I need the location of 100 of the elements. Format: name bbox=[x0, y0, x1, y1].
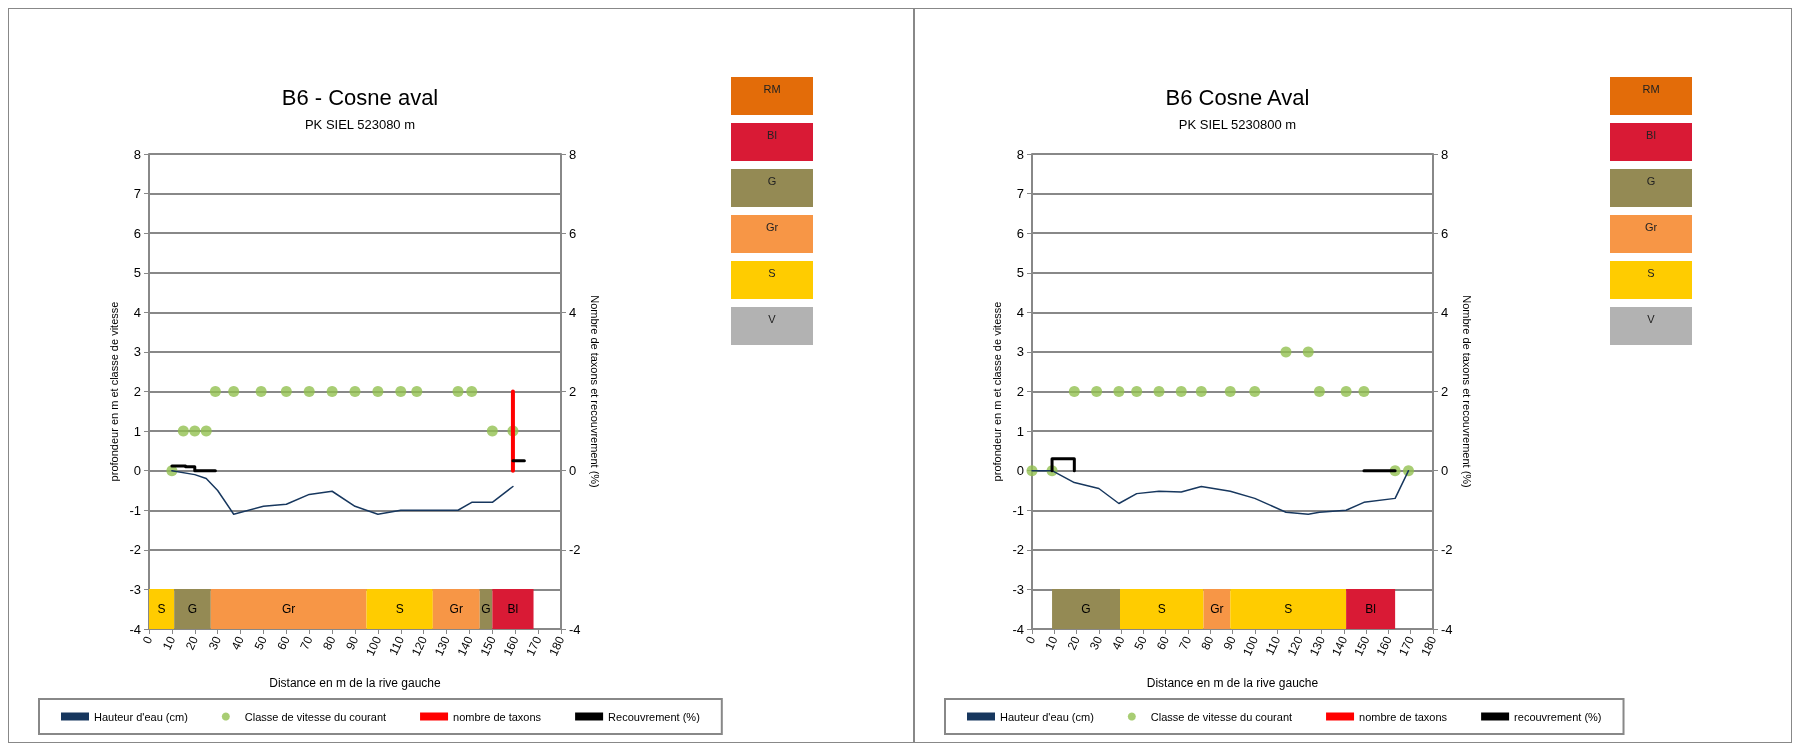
x-tick-label: 40 bbox=[228, 633, 248, 653]
y-tick-label: 8 bbox=[1016, 146, 1024, 162]
y-tick-label: 3 bbox=[1016, 344, 1024, 360]
bar bbox=[432, 589, 480, 630]
text: G bbox=[766, 175, 778, 187]
point bbox=[1131, 386, 1143, 397]
bar bbox=[492, 589, 534, 630]
x-tick-label: 50 bbox=[251, 633, 270, 653]
x-tick-label: 150 bbox=[1351, 633, 1373, 659]
y-tick-label: 8 bbox=[133, 146, 141, 162]
x-tick-label: 150 bbox=[477, 633, 499, 659]
point bbox=[1224, 386, 1236, 397]
point bbox=[1153, 386, 1165, 397]
y2-tick-label: 8 bbox=[1441, 146, 1449, 162]
bar bbox=[1052, 589, 1120, 630]
point bbox=[1091, 386, 1103, 397]
point bbox=[1358, 386, 1370, 397]
x-tick-label: 140 bbox=[1329, 633, 1351, 659]
point bbox=[177, 425, 189, 437]
point bbox=[1195, 386, 1207, 397]
x-tick-label: 100 bbox=[363, 633, 385, 659]
x-tick-label: 40 bbox=[1109, 633, 1128, 653]
x-tick-label: 90 bbox=[343, 633, 362, 653]
x-tick-label: 110 bbox=[1262, 633, 1284, 658]
x-tick-label: 130 bbox=[431, 633, 454, 659]
bar bbox=[1120, 589, 1204, 630]
y2-axis-title: Nombre de taxons et recouvrement (%) bbox=[1460, 295, 1473, 488]
y2-tick-label: -2 bbox=[569, 542, 581, 558]
x-tick-label: 160 bbox=[1373, 633, 1395, 659]
x-tick-label: 90 bbox=[1220, 633, 1239, 653]
y-tick-label: 5 bbox=[133, 265, 141, 281]
series-label: Bl bbox=[507, 602, 519, 617]
y-tick-label: 3 bbox=[133, 344, 141, 360]
legend-label: recouvrement (%) bbox=[1514, 710, 1602, 723]
x-tick-label: 20 bbox=[182, 633, 202, 653]
text: V bbox=[1646, 313, 1656, 325]
x-tick-label: 110 bbox=[386, 633, 408, 658]
point bbox=[395, 386, 407, 397]
y-tick-label: 1 bbox=[133, 423, 141, 439]
point bbox=[411, 386, 423, 397]
point bbox=[1340, 386, 1352, 397]
y-tick-label: -4 bbox=[1012, 621, 1024, 637]
y-axis-title: profondeur en m et classe de vitesse bbox=[107, 301, 120, 482]
x-tick-label: 10 bbox=[159, 633, 179, 653]
series-label: Gr bbox=[1210, 602, 1224, 617]
point bbox=[189, 425, 201, 437]
x-tick-label: 80 bbox=[320, 633, 339, 653]
chart-subtitle: PK SIEL 523080 m bbox=[304, 117, 416, 132]
y-tick-label: -3 bbox=[129, 581, 141, 597]
point bbox=[1249, 386, 1261, 397]
x-tick-label: 140 bbox=[454, 633, 476, 659]
y-tick-label: 2 bbox=[133, 384, 141, 399]
point bbox=[1068, 386, 1080, 397]
x-tick-label: 10 bbox=[1042, 633, 1061, 653]
series-label: Bl bbox=[1365, 602, 1376, 617]
point bbox=[280, 386, 292, 397]
y2-tick-label: -4 bbox=[569, 621, 581, 637]
chart-subtitle: PK SIEL 5230800 m bbox=[1178, 117, 1297, 132]
point bbox=[209, 386, 221, 397]
text: Bl bbox=[1645, 129, 1657, 141]
point bbox=[1280, 346, 1292, 358]
x-axis-title: Distance en m de la rive gauche bbox=[1146, 676, 1319, 690]
point bbox=[1313, 386, 1325, 397]
legend-label: Hauteur d'eau (cm) bbox=[1000, 710, 1094, 723]
x-tick-label: 70 bbox=[297, 633, 316, 653]
text: RM bbox=[1641, 83, 1661, 95]
text: V bbox=[767, 313, 777, 325]
legend-label: Hauteur d'eau (cm) bbox=[94, 710, 188, 723]
bar bbox=[149, 589, 175, 630]
point bbox=[200, 425, 212, 437]
y2-tick-label: -2 bbox=[1441, 542, 1453, 558]
x-tick-label: 20 bbox=[1064, 633, 1084, 653]
y-tick-label: -2 bbox=[1012, 542, 1024, 558]
point bbox=[326, 386, 338, 397]
legend-label: Classe de vitesse du courant bbox=[244, 710, 387, 723]
y2-tick-label: 8 bbox=[569, 146, 577, 162]
text: S bbox=[767, 267, 777, 279]
text: S bbox=[1646, 267, 1656, 279]
x-tick-label: 80 bbox=[1198, 633, 1217, 653]
point bbox=[372, 386, 384, 397]
x-tick-label: 30 bbox=[1086, 633, 1106, 653]
text: Gr bbox=[764, 221, 780, 233]
y2-tick-label: 6 bbox=[1441, 225, 1449, 241]
x-tick-label: 60 bbox=[1153, 633, 1173, 653]
text: RM bbox=[762, 83, 782, 95]
y-tick-label: -1 bbox=[129, 502, 141, 518]
y-tick-label: -4 bbox=[129, 621, 141, 637]
point bbox=[486, 425, 498, 437]
x-tick-label: 50 bbox=[1131, 633, 1150, 653]
series-label: S bbox=[1157, 602, 1166, 617]
y2-tick-label: 0 bbox=[1441, 463, 1449, 479]
y2-tick-label: 2 bbox=[1441, 384, 1449, 399]
point bbox=[1302, 346, 1314, 358]
y-tick-label: 7 bbox=[1016, 186, 1024, 202]
chart-title: B6 Cosne Aval bbox=[1165, 84, 1310, 110]
x-tick-label: 30 bbox=[205, 633, 225, 653]
y-tick-label: 1 bbox=[1016, 423, 1024, 439]
x-tick-label: 180 bbox=[546, 633, 568, 659]
y-tick-label: 5 bbox=[1016, 265, 1024, 281]
series-label: G bbox=[481, 602, 491, 617]
